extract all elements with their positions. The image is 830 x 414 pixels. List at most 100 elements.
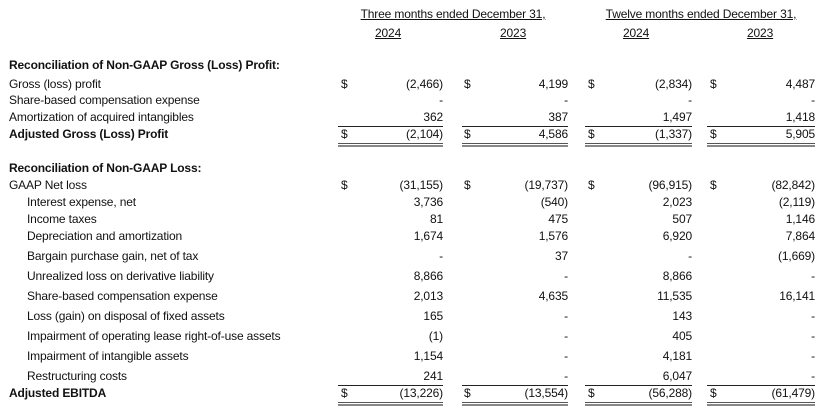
value-cell: - [564, 93, 568, 107]
value-cell: 3,736 [413, 195, 443, 209]
table-row: Depreciation and amortization 1,674 1,576 6… [0, 229, 830, 245]
table-row: Interest expense, net 3,736 (540) 2,023 (2,1… [0, 195, 830, 211]
value-cell: (1,669) [778, 249, 815, 263]
subtotal-line [585, 126, 692, 127]
table-row: GAAP Net loss $ (31,155) $ (19,737) $ (96,915)… [0, 178, 830, 194]
header-three-months: Three months ended December 31, [360, 7, 546, 21]
currency-symbol: $ [588, 127, 595, 141]
double-underline [462, 143, 568, 147]
row-label: Impairment of intangible assets [27, 349, 189, 363]
value-cell: - [439, 93, 443, 107]
table-row: Share-based compensation expense 2,013 4,6… [0, 289, 830, 305]
subtotal-line [338, 385, 443, 386]
currency-symbol: $ [710, 386, 717, 400]
value-cell: 1,146 [785, 212, 815, 226]
value-cell: 81 [429, 212, 443, 226]
value-cell: 241 [423, 369, 443, 383]
value-cell: 387 [548, 110, 568, 124]
value-cell: 6,047 [662, 369, 692, 383]
value-cell: 507 [672, 212, 692, 226]
value-cell: - [811, 329, 815, 343]
value-cell: (1) [428, 329, 443, 343]
value-cell: - [811, 369, 815, 383]
row-label: Adjusted EBITDA [9, 386, 107, 400]
value-cell: (2,104) [406, 127, 443, 141]
header-year-fy-2023: 2023 [747, 26, 774, 40]
value-cell: (1,337) [655, 127, 692, 141]
value-cell: 165 [423, 309, 443, 323]
subtotal-line [707, 126, 815, 127]
value-cell: (540) [540, 195, 568, 209]
header-year-q-2023: 2023 [500, 26, 527, 40]
header-year-fy-2024: 2024 [623, 26, 650, 40]
table-row: Unrealized loss on derivative liability 8… [0, 269, 830, 285]
currency-symbol: $ [341, 386, 348, 400]
currency-symbol: $ [710, 178, 717, 192]
double-underline [585, 143, 692, 147]
currency-symbol: $ [341, 77, 348, 91]
row-label: Share-based compensation expense [27, 289, 218, 303]
value-cell: 8,866 [662, 269, 692, 283]
value-cell: (31,155) [399, 178, 444, 192]
row-label: GAAP Net loss [9, 178, 87, 192]
currency-symbol: $ [464, 77, 471, 91]
header-twelve-months: Twelve months ended December 31, [605, 7, 797, 21]
table-row: Income taxes 81 475 507 1,146 [0, 212, 830, 228]
table-row: Gross (loss) profit $ (2,466) $4,199 $ (2,834… [0, 77, 830, 93]
value-cell: 4,635 [538, 289, 568, 303]
value-cell: - [564, 329, 568, 343]
row-label: Unrealized loss on derivative liability [27, 269, 214, 283]
value-cell: - [811, 269, 815, 283]
currency-symbol: $ [341, 127, 348, 141]
value-cell: 1,418 [785, 110, 815, 124]
value-cell: 7,864 [785, 229, 815, 243]
value-cell: - [564, 369, 568, 383]
value-cell: 2,013 [413, 289, 443, 303]
value-cell: 362 [423, 110, 443, 124]
table-row: Restructuring costs 241 - 6,047 - [0, 369, 830, 385]
value-cell: 4,199 [538, 77, 568, 91]
currency-symbol: $ [464, 178, 471, 192]
value-cell: (56,288) [648, 386, 693, 400]
subtotal-line [462, 126, 568, 127]
double-underline [338, 402, 443, 406]
value-cell: (61,479) [771, 386, 816, 400]
value-cell: - [439, 249, 443, 263]
value-cell: 405 [672, 329, 692, 343]
header-year-q-2024: 2024 [375, 26, 402, 40]
table-row: Impairment of intangible assets 1,154 - 4,1… [0, 349, 830, 365]
double-underline [707, 143, 815, 147]
table-row: Impairment of operating lease right-of-u… [0, 329, 830, 345]
double-underline [585, 402, 692, 406]
currency-symbol: $ [710, 127, 717, 141]
value-cell: - [811, 309, 815, 323]
table-row: Loss (gain) on disposal of fixed assets 1… [0, 309, 830, 325]
value-cell: 4,487 [785, 77, 815, 91]
value-cell: (13,226) [399, 386, 444, 400]
double-underline [462, 402, 568, 406]
currency-symbol: $ [341, 178, 348, 192]
value-cell: 11,535 [657, 289, 692, 303]
value-cell: - [564, 269, 568, 283]
subtotal-line [338, 126, 443, 127]
row-label: Share-based compensation expense [9, 93, 200, 107]
row-label: Depreciation and amortization [27, 229, 183, 243]
value-cell: 1,576 [538, 229, 568, 243]
value-cell: 4,181 [662, 349, 692, 363]
value-cell: 1,674 [413, 229, 443, 243]
table-row: Amortization of acquired intangibles 362 3… [0, 110, 830, 126]
double-underline [707, 402, 815, 406]
table-row: Bargain purchase gain, net of tax - 37 - (1,… [0, 249, 830, 265]
row-label: Gross (loss) profit [9, 77, 101, 91]
currency-symbol: $ [464, 386, 471, 400]
currency-symbol: $ [588, 386, 595, 400]
subtotal-line [462, 385, 568, 386]
currency-symbol: $ [588, 77, 595, 91]
row-label: Income taxes [27, 212, 97, 226]
value-cell: 8,866 [413, 269, 443, 283]
value-cell: - [688, 249, 692, 263]
value-cell: 16,141 [779, 289, 815, 303]
value-cell: 475 [548, 212, 568, 226]
value-cell: (2,834) [655, 77, 692, 91]
